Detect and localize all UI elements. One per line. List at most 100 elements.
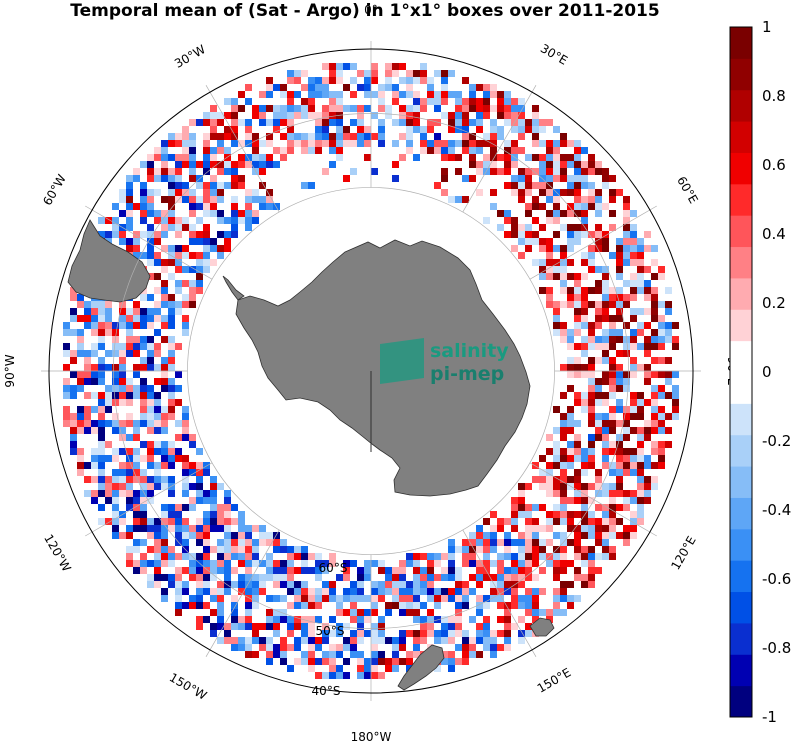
difference-pixel bbox=[476, 147, 483, 154]
difference-pixel bbox=[595, 406, 602, 413]
difference-pixel bbox=[238, 182, 245, 189]
difference-pixel bbox=[567, 560, 574, 567]
difference-pixel bbox=[154, 539, 161, 546]
difference-pixel bbox=[413, 588, 420, 595]
difference-pixel bbox=[217, 511, 224, 518]
difference-pixel bbox=[119, 448, 126, 455]
difference-pixel bbox=[574, 203, 581, 210]
difference-pixel bbox=[602, 567, 609, 574]
difference-pixel bbox=[231, 616, 238, 623]
difference-pixel bbox=[581, 301, 588, 308]
difference-pixel bbox=[448, 147, 455, 154]
difference-pixel bbox=[602, 287, 609, 294]
difference-pixel bbox=[168, 476, 175, 483]
difference-pixel bbox=[567, 210, 574, 217]
difference-pixel bbox=[63, 364, 70, 371]
difference-pixel bbox=[567, 581, 574, 588]
difference-pixel bbox=[490, 168, 497, 175]
difference-pixel bbox=[546, 238, 553, 245]
difference-pixel bbox=[126, 399, 133, 406]
difference-pixel bbox=[182, 182, 189, 189]
difference-pixel bbox=[602, 203, 609, 210]
difference-pixel bbox=[399, 574, 406, 581]
difference-pixel bbox=[511, 238, 518, 245]
difference-pixel bbox=[588, 483, 595, 490]
difference-pixel bbox=[189, 280, 196, 287]
difference-pixel bbox=[315, 567, 322, 574]
difference-pixel bbox=[602, 462, 609, 469]
difference-pixel bbox=[147, 161, 154, 168]
difference-pixel bbox=[182, 504, 189, 511]
difference-pixel bbox=[553, 329, 560, 336]
difference-pixel bbox=[560, 161, 567, 168]
difference-pixel bbox=[616, 329, 623, 336]
difference-pixel bbox=[112, 203, 119, 210]
difference-pixel bbox=[518, 483, 525, 490]
difference-pixel bbox=[329, 63, 336, 70]
difference-pixel bbox=[322, 119, 329, 126]
difference-pixel bbox=[546, 126, 553, 133]
difference-pixel bbox=[504, 616, 511, 623]
difference-pixel bbox=[546, 189, 553, 196]
difference-pixel bbox=[126, 560, 133, 567]
difference-pixel bbox=[385, 581, 392, 588]
difference-pixel bbox=[203, 119, 210, 126]
difference-pixel bbox=[343, 574, 350, 581]
difference-pixel bbox=[665, 357, 672, 364]
difference-pixel bbox=[399, 602, 406, 609]
difference-pixel bbox=[154, 406, 161, 413]
difference-pixel bbox=[609, 301, 616, 308]
difference-pixel bbox=[595, 161, 602, 168]
difference-pixel bbox=[175, 140, 182, 147]
difference-pixel bbox=[490, 532, 497, 539]
difference-pixel bbox=[357, 567, 364, 574]
difference-pixel bbox=[336, 630, 343, 637]
difference-pixel bbox=[203, 532, 210, 539]
difference-pixel bbox=[616, 469, 623, 476]
difference-pixel bbox=[182, 273, 189, 280]
difference-pixel bbox=[581, 476, 588, 483]
colorbar-tick-label: 1 bbox=[762, 18, 772, 36]
difference-pixel bbox=[322, 84, 329, 91]
difference-pixel bbox=[581, 196, 588, 203]
difference-pixel bbox=[546, 119, 553, 126]
difference-pixel bbox=[245, 609, 252, 616]
difference-pixel bbox=[546, 511, 553, 518]
lat-label-50s: 50°S bbox=[316, 624, 345, 638]
difference-pixel bbox=[224, 126, 231, 133]
difference-pixel bbox=[553, 147, 560, 154]
difference-pixel bbox=[385, 84, 392, 91]
difference-pixel bbox=[602, 525, 609, 532]
difference-pixel bbox=[441, 609, 448, 616]
difference-pixel bbox=[196, 469, 203, 476]
difference-pixel bbox=[315, 140, 322, 147]
difference-pixel bbox=[175, 434, 182, 441]
difference-pixel bbox=[231, 539, 238, 546]
difference-pixel bbox=[196, 448, 203, 455]
difference-pixel bbox=[140, 385, 147, 392]
difference-pixel bbox=[651, 287, 658, 294]
difference-pixel bbox=[329, 140, 336, 147]
difference-pixel bbox=[301, 588, 308, 595]
difference-pixel bbox=[119, 427, 126, 434]
difference-pixel bbox=[574, 483, 581, 490]
difference-pixel bbox=[168, 427, 175, 434]
difference-pixel bbox=[539, 609, 546, 616]
difference-pixel bbox=[574, 238, 581, 245]
difference-pixel bbox=[238, 210, 245, 217]
difference-pixel bbox=[196, 140, 203, 147]
difference-pixel bbox=[553, 490, 560, 497]
difference-pixel bbox=[252, 602, 259, 609]
difference-pixel bbox=[378, 126, 385, 133]
lon-label-30w: 30°W bbox=[172, 42, 208, 71]
difference-pixel bbox=[189, 287, 196, 294]
difference-pixel bbox=[336, 574, 343, 581]
difference-pixel bbox=[77, 448, 84, 455]
difference-pixel bbox=[385, 70, 392, 77]
difference-pixel bbox=[70, 329, 77, 336]
colorbar-swatch bbox=[730, 434, 752, 467]
difference-pixel bbox=[546, 266, 553, 273]
difference-pixel bbox=[532, 525, 539, 532]
difference-pixel bbox=[259, 182, 266, 189]
difference-pixel bbox=[665, 420, 672, 427]
